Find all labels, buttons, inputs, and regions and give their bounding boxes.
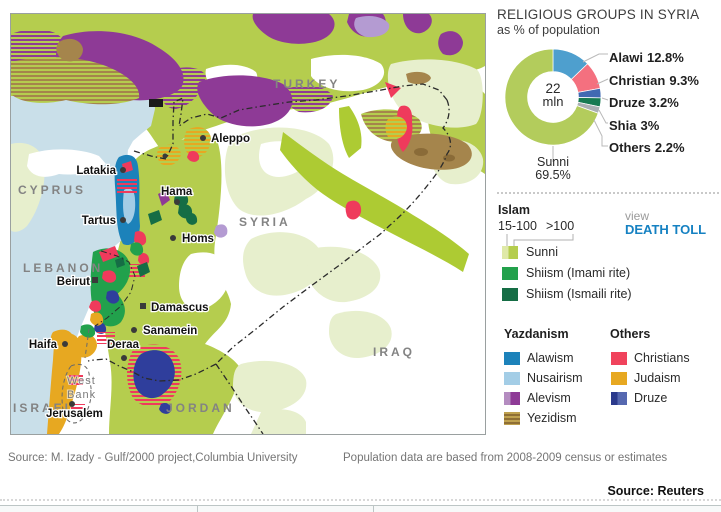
islam-scale-high: >100	[546, 219, 575, 233]
population-value: 22	[545, 81, 561, 96]
slice-label-alawi: Alawi 12.8%	[609, 50, 684, 65]
city-tartus: Tartus	[82, 215, 116, 227]
swatch-christians	[611, 352, 627, 365]
legend-sunni: Sunni	[526, 245, 558, 259]
swatch-judaism	[611, 372, 627, 385]
donut-slice-sunni	[504, 48, 599, 146]
city-hama: Hama	[161, 186, 193, 198]
next-section-edge	[0, 505, 721, 512]
panel-divider	[497, 192, 719, 194]
legend-yezidism: Yezidism	[527, 411, 577, 425]
swatch-alevism	[504, 392, 520, 405]
map-aleppo-mosaic	[156, 127, 211, 166]
panel-title: RELIGIOUS GROUPS IN SYRIA	[497, 7, 700, 22]
swatch-alawism	[504, 352, 520, 365]
swatch-shiism-imami	[502, 267, 518, 280]
view-label: view	[625, 209, 650, 223]
bottom-dotted-rule	[0, 499, 721, 501]
panel-subtitle: as % of population	[497, 23, 600, 37]
swatch-sunni	[502, 246, 518, 259]
city-deraa: Deraa	[107, 339, 140, 351]
scale-bracket	[506, 234, 574, 246]
label-cyprus: CYPRUS	[18, 183, 86, 197]
border-town-marker	[149, 99, 163, 107]
legend-christians: Christians	[634, 351, 690, 365]
slice-label-shia: Shia 3%	[609, 118, 660, 133]
legend-judaism: Judaism	[634, 371, 681, 385]
swatch-yezidism	[504, 412, 520, 425]
legend-alevism: Alevism	[527, 391, 571, 405]
slice-label-druze: Druze 3.2%	[609, 95, 679, 110]
cyprus-island	[11, 142, 106, 232]
label-iraq: IRAQ	[373, 345, 415, 359]
donut-chart	[504, 48, 609, 162]
donut-slices	[504, 48, 602, 146]
population-unit: mln	[542, 94, 564, 109]
others-header: Others	[610, 327, 651, 341]
city-beirut: Beirut	[57, 276, 90, 288]
next-section-divider	[373, 505, 374, 512]
map-israel-strip	[47, 324, 97, 434]
next-section-divider	[197, 505, 198, 512]
islam-header: Islam	[498, 203, 530, 217]
legend-shiism-ismaili: Shiism (Ismaili rite)	[526, 287, 632, 301]
map-druze-region	[127, 344, 182, 414]
map-nodata-patches	[179, 54, 385, 350]
slice-label-others: Others 2.2%	[609, 140, 685, 155]
death-toll-link[interactable]: DEATH TOLL	[625, 222, 707, 237]
label-jordan: JORDAN	[166, 401, 235, 415]
legend-nusairism: Nusairism	[527, 371, 583, 385]
city-haifa: Haifa	[29, 339, 58, 351]
legend-shiism-imami: Shiism (Imami rite)	[526, 266, 631, 280]
label-west-bank-1: West	[67, 375, 96, 387]
yazdanism-header: Yazdanism	[504, 327, 569, 341]
religion-map: TURKEY CYPRUS SYRIA LEBANON ISRAEL JORDA…	[10, 13, 486, 435]
map-christian-spots	[345, 82, 413, 220]
label-west-bank-2: Bank	[67, 389, 96, 401]
label-lebanon: LEBANON	[23, 261, 103, 275]
city-aleppo: Aleppo	[211, 133, 250, 145]
label-syria: SYRIA	[239, 215, 291, 229]
city-jerusalem: Jerusalem	[46, 408, 103, 420]
source-left: Source: M. Izady - Gulf/2000 project,Col…	[8, 452, 298, 464]
donut-leader-lines	[552, 53, 609, 162]
city-sanamein: Sanamein	[143, 325, 197, 337]
country-labels: TURKEY CYPRUS SYRIA LEBANON ISRAEL JORDA…	[13, 77, 415, 415]
map-lebanon-mosaic	[89, 246, 131, 344]
map-euphrates-band	[280, 106, 469, 272]
city-markers	[62, 135, 206, 407]
city-damascus: Damascus	[151, 302, 209, 314]
legend-alawism: Alawism	[527, 351, 574, 365]
donut-center-label: 22 mln	[531, 82, 575, 108]
swatch-nusairism	[504, 372, 520, 385]
islam-scale-low: 15-100	[498, 219, 537, 233]
data-note: Population data are based from 2008-2009…	[343, 452, 668, 464]
label-turkey: TURKEY	[273, 77, 340, 91]
city-labels: Aleppo Latakia Hama Tartus Homs Beirut D…	[28, 132, 252, 422]
label-israel: ISRAEL	[13, 401, 75, 415]
slice-label-sunni: Sunni 69.5%	[535, 155, 571, 182]
city-latakia: Latakia	[76, 165, 116, 177]
slice-label-christian: Christian 9.3%	[609, 73, 699, 88]
swatch-druze	[611, 392, 627, 405]
map-svg: TURKEY CYPRUS SYRIA LEBANON ISRAEL JORDA…	[11, 14, 485, 435]
swatch-shiism-ismaili	[502, 288, 518, 301]
city-homs: Homs	[182, 233, 214, 245]
country-borders	[61, 83, 452, 435]
source-reuters: Source: Reuters	[607, 484, 704, 498]
legend-druze: Druze	[634, 391, 668, 405]
